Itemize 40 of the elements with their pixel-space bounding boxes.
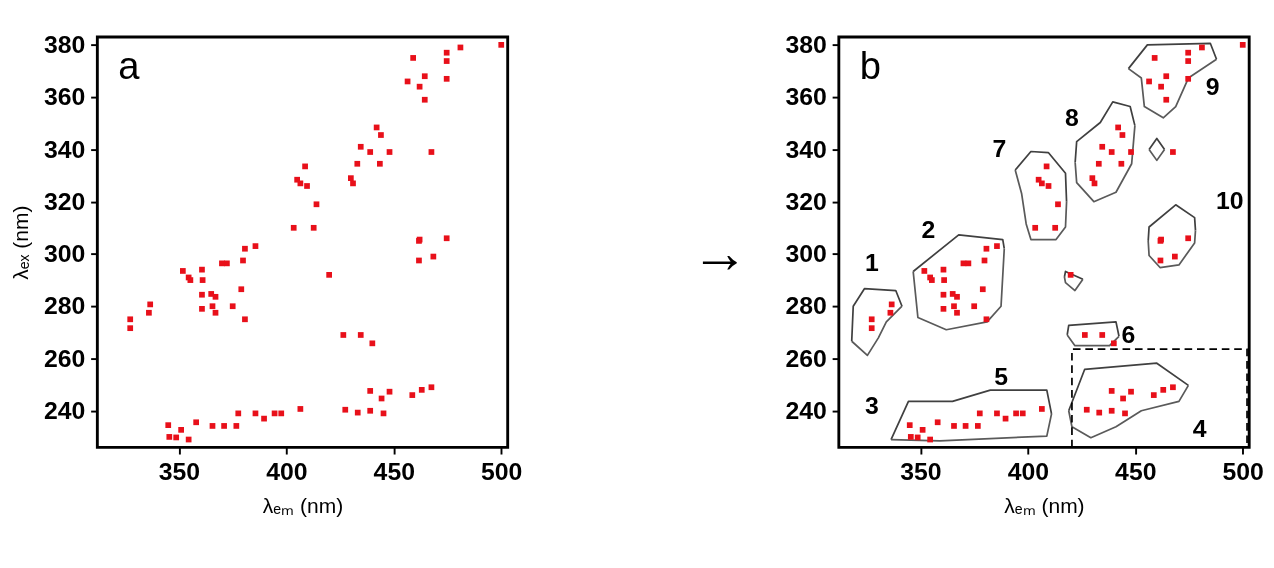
x-tick-label: 350	[900, 458, 942, 486]
annotation: 7	[992, 135, 1007, 163]
x-axis-title: λₑₘ (nm)	[262, 493, 344, 517]
y-tick-label: 280	[44, 292, 86, 320]
x-tick-label: 450	[1115, 458, 1157, 486]
annotation: a	[118, 44, 141, 87]
y-tick-label: 340	[785, 135, 827, 163]
y-tick-label: 240	[785, 396, 827, 424]
annotation: b	[859, 44, 882, 87]
y-tick-label: 300	[785, 240, 827, 268]
annotation: 4	[1192, 415, 1207, 443]
x-tick-label: 500	[481, 458, 523, 486]
annotation: 3	[865, 391, 879, 419]
annotation: 10	[1216, 187, 1244, 215]
x-tick-label: 350	[158, 458, 201, 486]
x-tick-label: 450	[373, 458, 415, 486]
annotation: 9	[1205, 73, 1220, 101]
y-tick-label: 260	[785, 344, 827, 372]
y-tick-label: 280	[785, 292, 827, 320]
x-tick-label: 500	[1222, 458, 1264, 486]
y-tick-label: 240	[44, 396, 86, 424]
y-tick-label: 320	[785, 187, 827, 215]
x-tick-label: 400	[266, 458, 308, 486]
y-tick-label: 380	[785, 30, 827, 58]
y-axis-title: λₑₓ (nm)	[8, 205, 32, 280]
annotation: 6	[1121, 320, 1136, 348]
y-tick-label: 340	[44, 135, 86, 163]
y-tick-label: 320	[44, 187, 86, 215]
x-axis-title: λₑₘ (nm)	[1004, 493, 1085, 517]
text: →	[690, 219, 749, 284]
y-tick-label: 260	[44, 344, 86, 372]
y-tick-label: 360	[44, 83, 86, 111]
annotation: 2	[921, 216, 936, 244]
annotation: 1	[865, 249, 880, 277]
y-tick-label: 380	[44, 30, 86, 58]
y-tick-label: 300	[44, 240, 86, 268]
x-tick-label: 400	[1007, 458, 1050, 486]
annotation: 5	[994, 363, 1009, 391]
y-tick-label: 360	[785, 83, 827, 111]
annotation: 8	[1065, 103, 1080, 131]
